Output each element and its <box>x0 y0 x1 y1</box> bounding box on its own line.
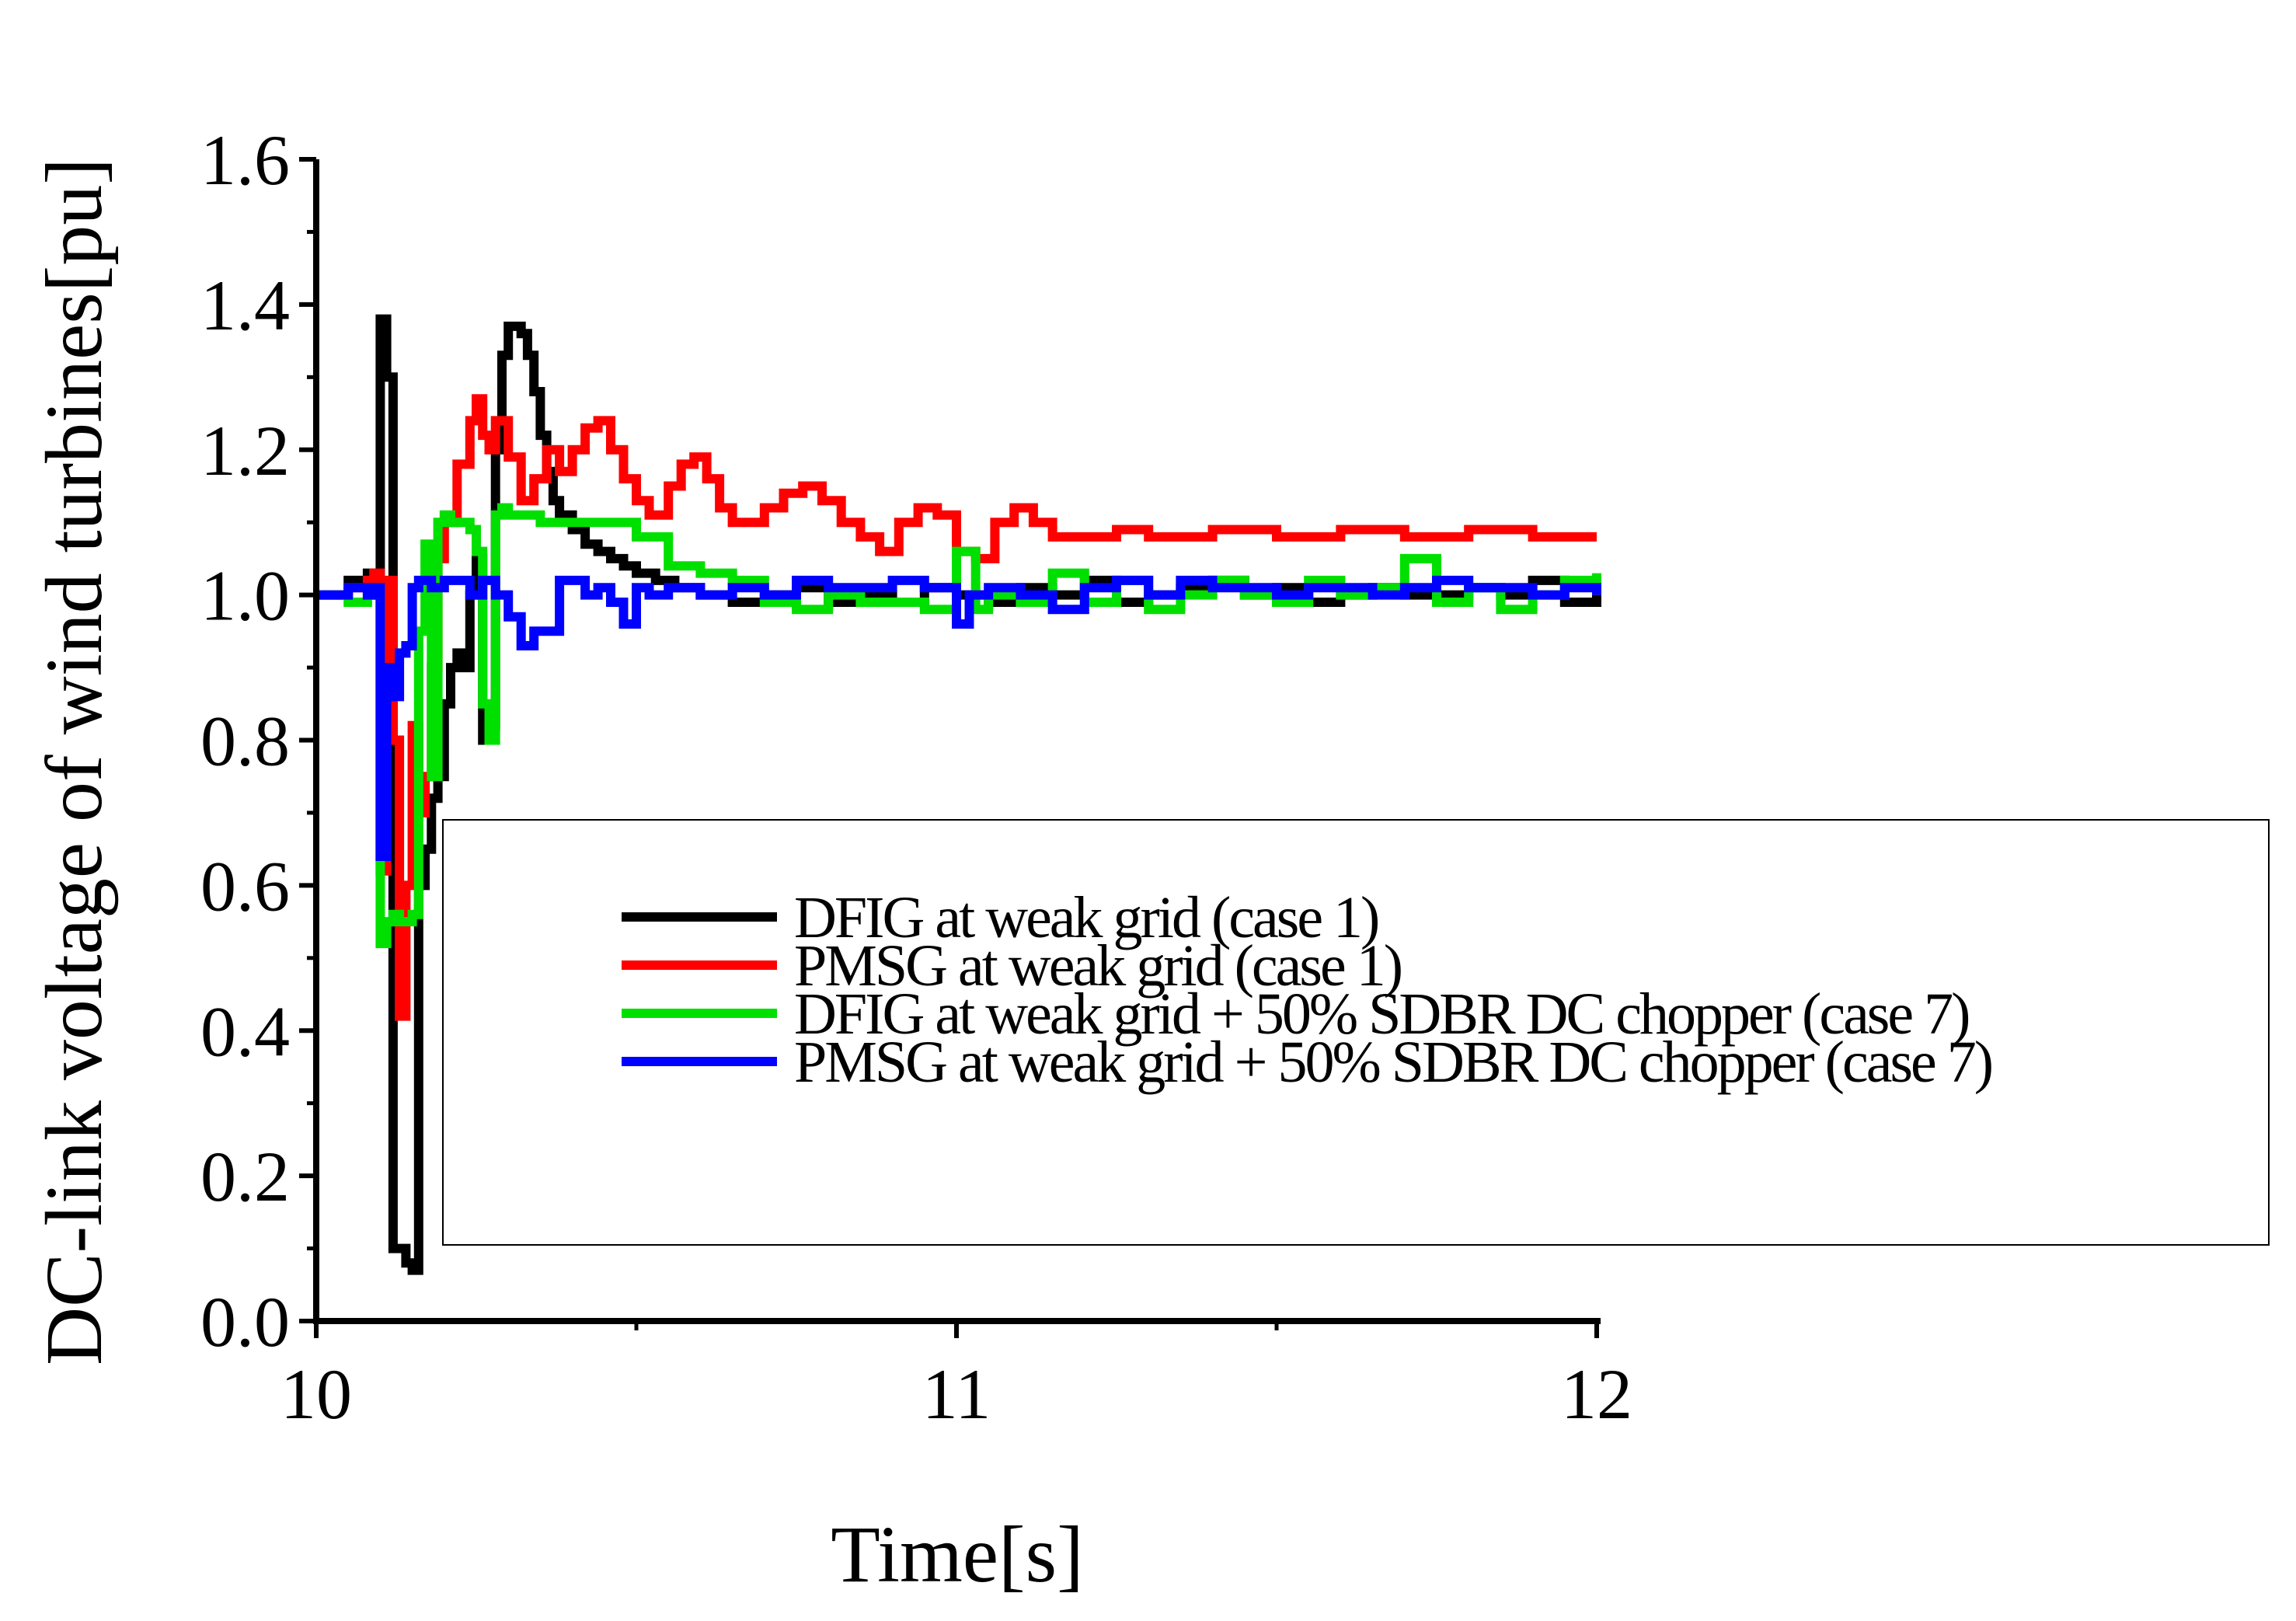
y-tick-label: 1.4 <box>200 266 290 345</box>
series-line-2 <box>316 394 1597 1021</box>
x-tick-label: 12 <box>1561 1354 1632 1434</box>
y-tick-label: 0.8 <box>200 702 290 781</box>
series-line-4 <box>316 575 1601 861</box>
y-tick-label: 0.2 <box>200 1137 290 1216</box>
legend-label-2: PMSG at weak grid (case 1) <box>794 933 1401 999</box>
legend-label-4: PMSG at weak grid + 50% SDBR DC chopper … <box>794 1030 1991 1095</box>
y-tick-label: 0.0 <box>200 1282 290 1361</box>
legend-box <box>442 819 2270 1246</box>
x-tick-label: 10 <box>280 1354 352 1434</box>
y-tick-label: 1.6 <box>200 120 290 200</box>
x-tick-label: 11 <box>922 1354 991 1434</box>
legend: DFIG at weak grid (case 1)PMSG at weak g… <box>622 885 1994 1095</box>
y-tick-label: 0.6 <box>200 846 290 926</box>
y-axis-title: DC-link voltage of wind turbines[pu] <box>30 158 119 1365</box>
series-layer <box>316 314 1601 1275</box>
y-tick-label: 1.2 <box>200 411 290 490</box>
ticks-layer: 0.0 0.2 0.4 0.6 0.8 1.0 1.2 1.4 1.6 10 11 12 <box>200 120 1632 1434</box>
x-axis-title: Time[s] <box>831 1510 1084 1599</box>
y-tick-label: 0.4 <box>200 992 290 1071</box>
y-tick-label: 1.0 <box>200 556 290 636</box>
legend-label-3: DFIG at weak grid + 50% SDBR DC chopper … <box>794 981 1968 1047</box>
legend-label-1: DFIG at weak grid (case 1) <box>794 885 1378 950</box>
